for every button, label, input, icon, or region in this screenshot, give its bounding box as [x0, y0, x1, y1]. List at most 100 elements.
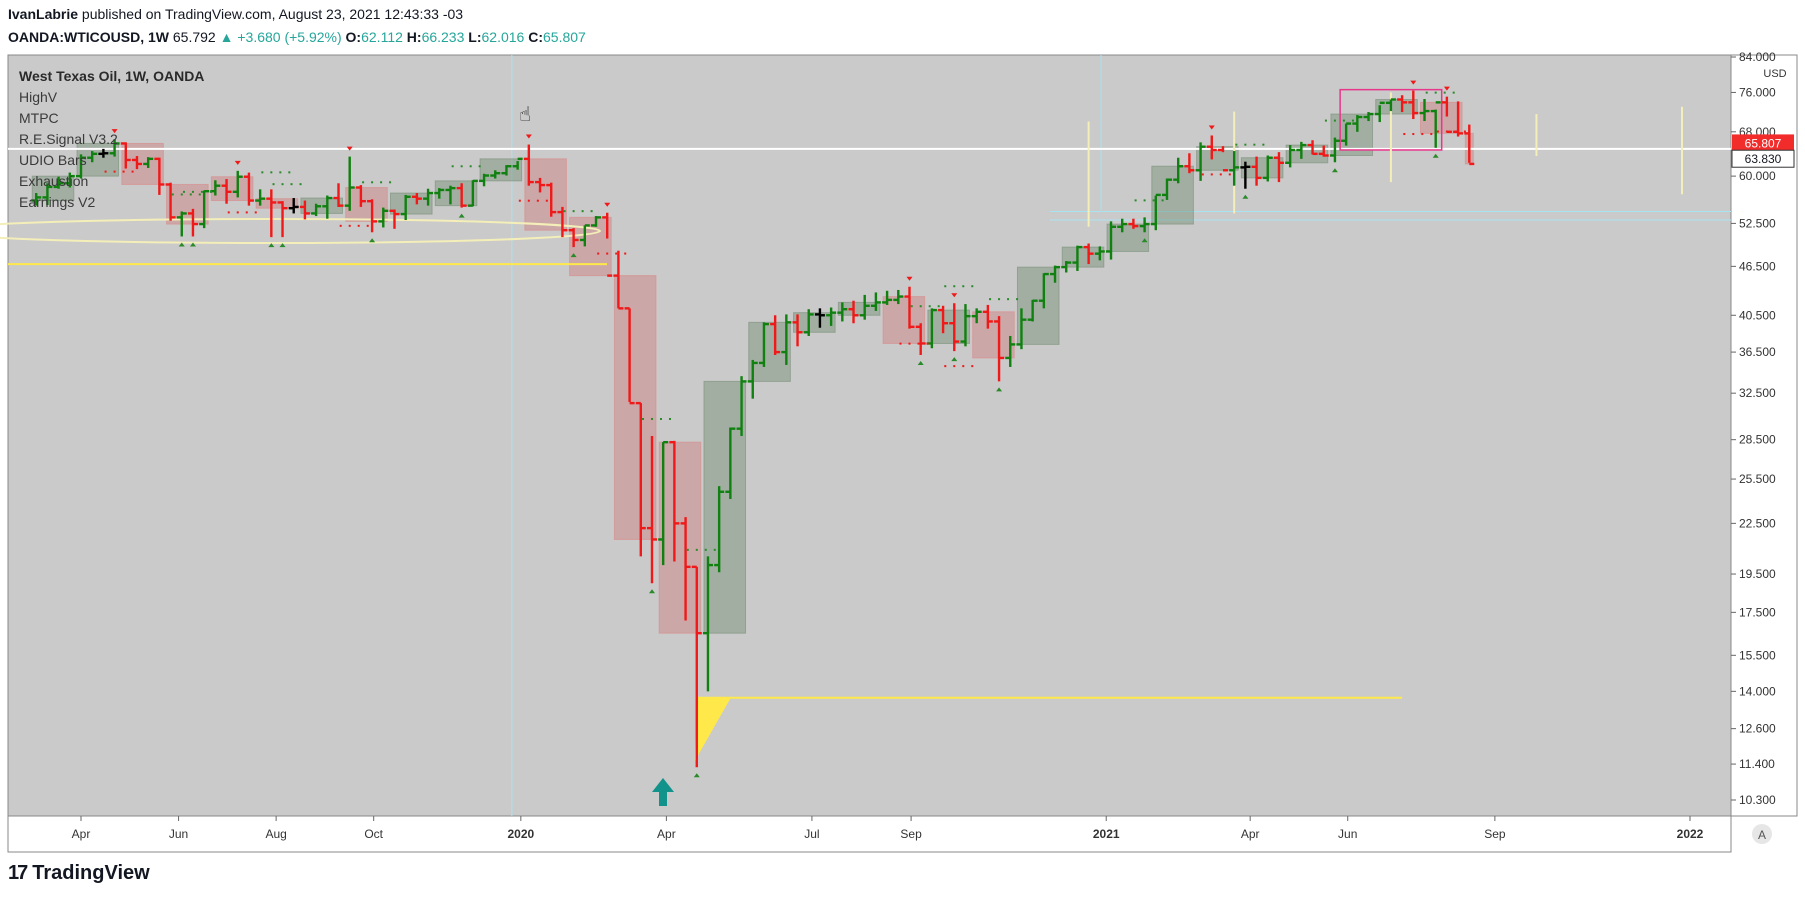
ohlc-bar-36	[434, 188, 445, 199]
ohlc-bar-85	[982, 304, 993, 329]
dot-down-126-0	[1436, 130, 1439, 133]
signal-marks	[104, 80, 1466, 778]
plot-area[interactable]	[7, 54, 1732, 817]
dot-down-18-3	[254, 211, 257, 214]
ohlc-bar-20	[255, 189, 266, 206]
levels-layer	[0, 88, 1731, 761]
ohlc-bar-31	[378, 207, 389, 228]
indicator-mtpc[interactable]: MTPC	[19, 110, 59, 126]
ohlc-bar-44	[523, 144, 534, 186]
signal-down-105	[1208, 125, 1215, 130]
dot-up-108-1	[1244, 143, 1247, 146]
y-tick-label-18: 10.300	[1739, 793, 1776, 807]
currency-label: USD	[1763, 68, 1786, 80]
signal-up-125	[1432, 153, 1439, 158]
ohlc-bar-49	[579, 224, 590, 247]
ohlc-bar-58	[680, 517, 691, 621]
tradingview-brand[interactable]: 17 TradingView	[8, 862, 150, 885]
ohlc-bar-24	[299, 200, 310, 220]
author-name[interactable]: IvanLabrie	[8, 6, 79, 22]
dot-up-48-3	[590, 210, 593, 213]
x-tick-labels: Apr Jun Aug Oct 2020 Apr Jul Sep 2021 Apr Jun Sep 20…	[72, 816, 1704, 841]
dot-up-22-2	[290, 183, 293, 186]
ohlc-bar-53	[624, 307, 635, 405]
dot-up-86-3	[1016, 298, 1019, 301]
dot-up-48-0	[563, 210, 566, 213]
low-value: 62.016	[481, 29, 525, 45]
x-tick-label-6: Jul	[804, 827, 819, 841]
ohlc-bar-18	[232, 170, 243, 198]
dot-down-126-2	[1454, 130, 1457, 133]
signal-down-51	[604, 202, 611, 207]
indicator-resignal[interactable]: R.E.Signal V3.2	[19, 131, 118, 147]
ohlc-bar-119	[1363, 112, 1374, 122]
dot-up-116-0	[1324, 119, 1327, 122]
ohlc-bar-108	[1240, 161, 1251, 189]
dot-up-108-0	[1235, 143, 1238, 146]
price-axis[interactable]	[1730, 54, 1798, 817]
ohlc-bar-97	[1117, 218, 1128, 233]
indicator-udio-bars[interactable]: UDIO Bars	[19, 152, 87, 168]
indicator-legend: West Texas Oil, 1W, OANDA HighV MTPC R.E…	[19, 66, 204, 213]
indicator-exhaustion[interactable]: Exhaustion	[19, 173, 89, 189]
chart-title[interactable]: West Texas Oil, 1W, OANDA	[19, 68, 205, 84]
indicator-earnings[interactable]: Earnings V2	[19, 194, 96, 210]
signal-down-44	[525, 134, 532, 139]
signal-down-7	[111, 129, 118, 134]
ohlc-bar-19	[243, 172, 254, 206]
ohlc-bar-117	[1341, 122, 1352, 146]
x-tick-label-1: Jun	[169, 827, 188, 841]
open-value: 62.112	[361, 29, 403, 45]
zone-box-15	[703, 380, 747, 634]
ohlc-bar-54	[635, 401, 646, 557]
ohlc-bar-88	[1016, 308, 1027, 350]
dot-down-78-3	[926, 342, 929, 345]
signal-up-82	[951, 357, 958, 362]
ohlc-bar-102	[1173, 157, 1184, 184]
zone-box-24	[1106, 223, 1150, 252]
dot-up-125-1	[1434, 91, 1437, 94]
ohlc-bar-2	[53, 176, 64, 189]
ohlc-bar-28	[344, 156, 355, 211]
dot-up-13-0	[171, 193, 174, 196]
ohlc-bar-64	[747, 359, 758, 399]
y-tick-label-9: 28.500	[1739, 433, 1776, 447]
indicator-highv[interactable]: HighV	[19, 89, 58, 105]
dot-up-86-0	[989, 298, 992, 301]
ohlc-bar-98	[1128, 218, 1139, 229]
ohlc-bar-33	[400, 194, 411, 221]
signal-down-28	[346, 146, 353, 151]
ohlc-bar-63	[736, 376, 747, 436]
dot-up-108-2	[1253, 143, 1256, 146]
time-axis[interactable]	[7, 815, 1732, 853]
x-tick-label-4: 2020	[507, 827, 534, 841]
ohlc-bar-39	[467, 179, 478, 207]
ohlc-bar-120	[1374, 101, 1385, 123]
zone-box-11	[524, 158, 567, 231]
ohlc-bar-91	[1050, 265, 1061, 283]
dot-down-28-0	[339, 224, 342, 227]
x-tick-label-2: Aug	[265, 827, 286, 841]
publish-info: IvanLabrie published on TradingView.com,…	[8, 6, 463, 22]
dot-up-116-1	[1333, 119, 1336, 122]
auto-scale-button[interactable]: A	[1752, 824, 1772, 844]
dot-up-38-0	[451, 165, 454, 168]
dot-down-82-0	[944, 365, 947, 368]
ohlc-bar-67	[781, 314, 792, 365]
ohlc-bar-0	[31, 193, 42, 206]
dot-up-48-1	[572, 210, 575, 213]
dot-up-59-0	[686, 548, 689, 551]
dot-up-59-1	[695, 548, 698, 551]
ohlc-bar-1	[42, 183, 53, 206]
signal-down-82	[951, 293, 958, 298]
ohlc-bar-10	[143, 157, 154, 168]
dot-up-59-3	[713, 548, 716, 551]
high-label: H:	[406, 29, 422, 45]
dot-down-7-0	[104, 170, 107, 173]
signal-up-79	[917, 361, 924, 366]
signal-down-78	[906, 276, 913, 281]
dot-up-14-3	[209, 190, 212, 193]
dot-down-123-3	[1430, 133, 1433, 136]
dot-down-7-3	[131, 170, 134, 173]
